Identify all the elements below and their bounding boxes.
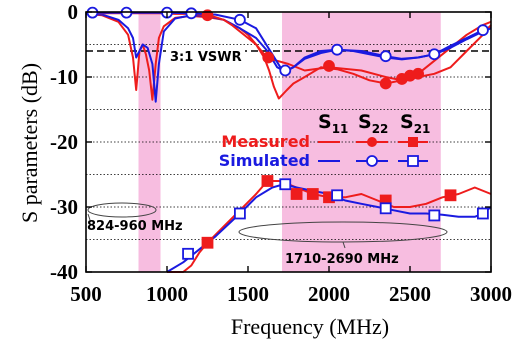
vswr-reference-label: 3:1 VSWR bbox=[170, 50, 242, 65]
marker-measured-s21 bbox=[201, 236, 214, 249]
axis-ticks: 500 1000 1500 2000 2500 3000 0 -10 -20 -30 -40 bbox=[50, 0, 512, 306]
legend-measured-label: Measured bbox=[221, 132, 310, 151]
series-markers bbox=[86, 6, 489, 260]
y-tick-label: -10 bbox=[50, 65, 78, 89]
x-tick-label: 1000 bbox=[146, 282, 188, 306]
y-tick-label: -30 bbox=[50, 195, 78, 219]
x-tick-label: 2500 bbox=[389, 282, 431, 306]
marker-simulated-s22 bbox=[379, 50, 392, 63]
marker-simulated-s21 bbox=[279, 178, 292, 191]
marker-simulated-s22 bbox=[331, 43, 344, 56]
marker-simulated-s22 bbox=[428, 48, 441, 61]
legend-header-s21: S21 bbox=[400, 111, 430, 136]
y-tick-label: 0 bbox=[68, 0, 79, 24]
x-tick-label: 2000 bbox=[308, 282, 350, 306]
band-1-label: 824-960 MHz bbox=[87, 219, 183, 234]
band-annotations: 824-960 MHz 1710-2690 MHz bbox=[87, 202, 448, 267]
marker-measured-s21 bbox=[261, 175, 274, 187]
marker-simulated-s21 bbox=[476, 207, 489, 220]
legend-measured-s22-marker bbox=[367, 137, 377, 147]
band-2-leader bbox=[342, 241, 346, 249]
y-axis-title: S parameters (dB) bbox=[17, 63, 42, 223]
marker-measured-s22 bbox=[262, 51, 275, 64]
legend-header-s11: S11 bbox=[318, 111, 348, 136]
marker-measured-s21 bbox=[444, 189, 457, 202]
legend-simulated-label: Simulated bbox=[219, 151, 310, 170]
legend-measured-s21-marker bbox=[408, 137, 418, 147]
marker-simulated-s21 bbox=[379, 202, 392, 215]
x-tick-label: 500 bbox=[70, 282, 102, 306]
x-tick-label: 1500 bbox=[227, 282, 269, 306]
legend-simulated-s21-marker bbox=[407, 155, 419, 167]
marker-simulated-s21 bbox=[428, 209, 441, 222]
marker-simulated-s22 bbox=[233, 13, 246, 26]
band-2-label: 1710-2690 MHz bbox=[285, 252, 399, 267]
marker-measured-s21 bbox=[290, 188, 303, 200]
band-1-ellipse bbox=[87, 202, 157, 218]
marker-measured-s22 bbox=[379, 77, 392, 90]
x-axis-title: Frequency (MHz) bbox=[231, 314, 389, 339]
marker-simulated-s21 bbox=[233, 207, 246, 220]
marker-simulated-s22 bbox=[476, 24, 489, 37]
band-1-leader bbox=[87, 213, 91, 221]
y-tick-label: -40 bbox=[50, 260, 78, 284]
legend-simulated-s22-marker bbox=[366, 155, 378, 167]
marker-measured-s21 bbox=[306, 188, 319, 200]
marker-simulated-s21 bbox=[182, 247, 194, 260]
marker-measured-s22 bbox=[412, 67, 425, 80]
y-tick-label: -20 bbox=[50, 130, 78, 154]
legend-header-s22: S22 bbox=[358, 111, 388, 136]
vswr-reference: 3:1 VSWR bbox=[86, 48, 491, 65]
x-tick-label: 3000 bbox=[470, 282, 512, 306]
marker-simulated-s22 bbox=[185, 7, 198, 20]
marker-simulated-s21 bbox=[331, 189, 344, 202]
marker-measured-s22 bbox=[323, 60, 335, 72]
marker-simulated-s22 bbox=[279, 64, 292, 77]
legend: S11 S22 S21 Measured Simulated bbox=[219, 111, 431, 170]
